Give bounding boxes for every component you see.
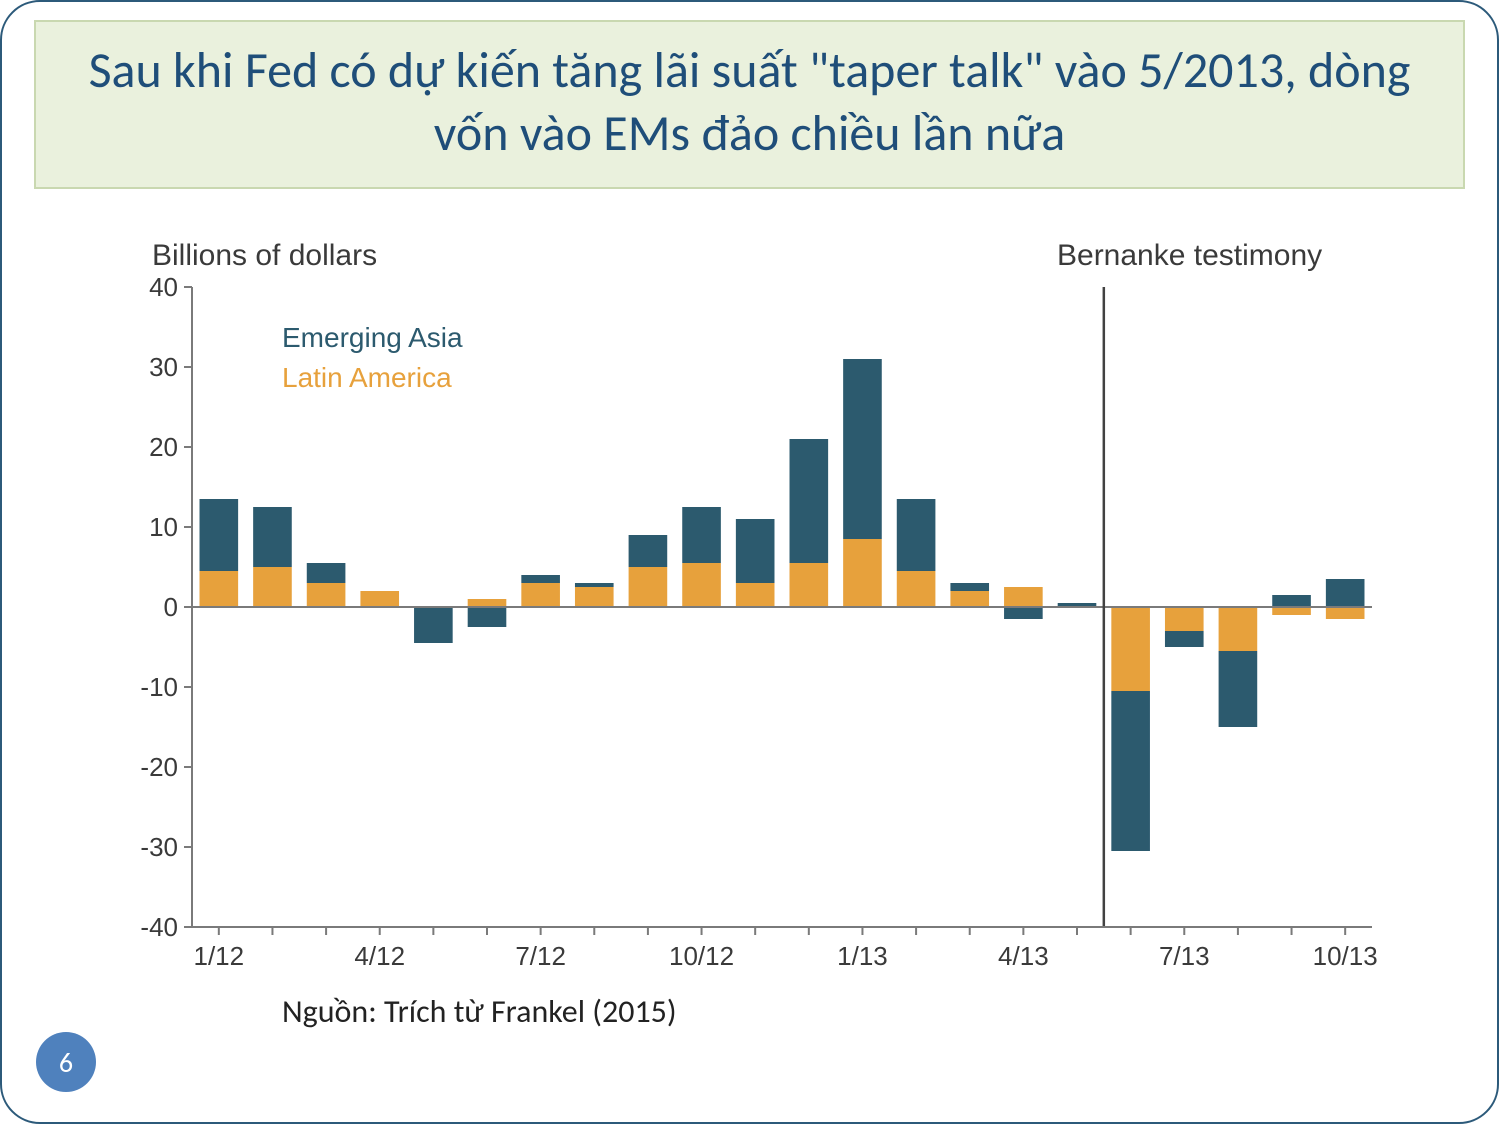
bar-asia (736, 519, 775, 583)
x-tick-label: 7/12 (515, 941, 566, 971)
bar-latam (253, 567, 292, 607)
bar-latam (897, 571, 936, 607)
bar-asia (1165, 631, 1204, 647)
bar-asia (1004, 607, 1043, 619)
y-tick-label: 0 (164, 592, 178, 622)
slide-frame: Sau khi Fed có dự kiến tăng lãi suất "ta… (0, 0, 1499, 1124)
bar-latam (843, 539, 882, 607)
y-tick-label: -30 (140, 832, 178, 862)
y-tick-label: 10 (149, 512, 178, 542)
bar-latam (521, 583, 560, 607)
source-note: Nguồn: Trích từ Frankel (2015) (282, 992, 677, 1031)
bar-latam (1165, 607, 1204, 631)
bar-latam (736, 583, 775, 607)
bar-asia (253, 507, 292, 567)
x-tick-label: 7/13 (1159, 941, 1210, 971)
bar-asia (1272, 595, 1311, 607)
y-tick-label: 30 (149, 352, 178, 382)
y-tick-label: -10 (140, 672, 178, 702)
annotation-label: Bernanke testimony (1057, 239, 1322, 272)
bar-asia (468, 607, 507, 627)
x-tick-label: 4/13 (998, 941, 1049, 971)
x-tick-label: 10/13 (1313, 941, 1378, 971)
bar-latam (575, 587, 614, 607)
bar-asia (1111, 691, 1150, 851)
y-axis-title: Billions of dollars (152, 239, 377, 272)
capital-flows-chart: Billions of dollars Bernanke testimony -40… (122, 227, 1392, 987)
bar-asia (1219, 651, 1258, 727)
bar-asia (414, 607, 453, 643)
chart-svg: Billions of dollars Bernanke testimony -40… (122, 227, 1392, 987)
bar-asia (521, 575, 560, 583)
bar-latam (1004, 587, 1043, 607)
bar-asia (682, 507, 721, 563)
y-tick-label: -20 (140, 752, 178, 782)
x-tick-label: 1/12 (194, 941, 245, 971)
bar-asia (575, 583, 614, 587)
bar-latam (1111, 607, 1150, 691)
y-tick-label: -40 (140, 912, 178, 942)
x-tick-label: 1/13 (837, 941, 888, 971)
bar-latam (629, 567, 668, 607)
bar-latam (682, 563, 721, 607)
y-tick-label: 20 (149, 432, 178, 462)
bar-asia (950, 583, 989, 591)
slide-title: Sau khi Fed có dự kiến tăng lãi suất "ta… (34, 20, 1465, 189)
bar-asia (200, 499, 239, 571)
bar-latam (307, 583, 346, 607)
bar-latam (790, 563, 829, 607)
page-number-badge: 6 (36, 1032, 96, 1092)
bar-asia (843, 359, 882, 539)
bar-asia (897, 499, 936, 571)
bar-asia (307, 563, 346, 583)
bar-latam (360, 591, 399, 607)
bar-latam (200, 571, 239, 607)
bar-latam (1219, 607, 1258, 651)
bar-latam (950, 591, 989, 607)
x-tick-label: 4/12 (354, 941, 405, 971)
bar-asia (1326, 579, 1365, 607)
bar-asia (629, 535, 668, 567)
bar-latam (1272, 607, 1311, 615)
bar-asia (790, 439, 829, 563)
x-tick-label: 10/12 (669, 941, 734, 971)
y-tick-label: 40 (149, 272, 178, 302)
bar-latam (1326, 607, 1365, 619)
bar-latam (468, 599, 507, 607)
legend-item: Emerging Asia (282, 322, 463, 353)
legend-item: Latin America (282, 362, 452, 393)
